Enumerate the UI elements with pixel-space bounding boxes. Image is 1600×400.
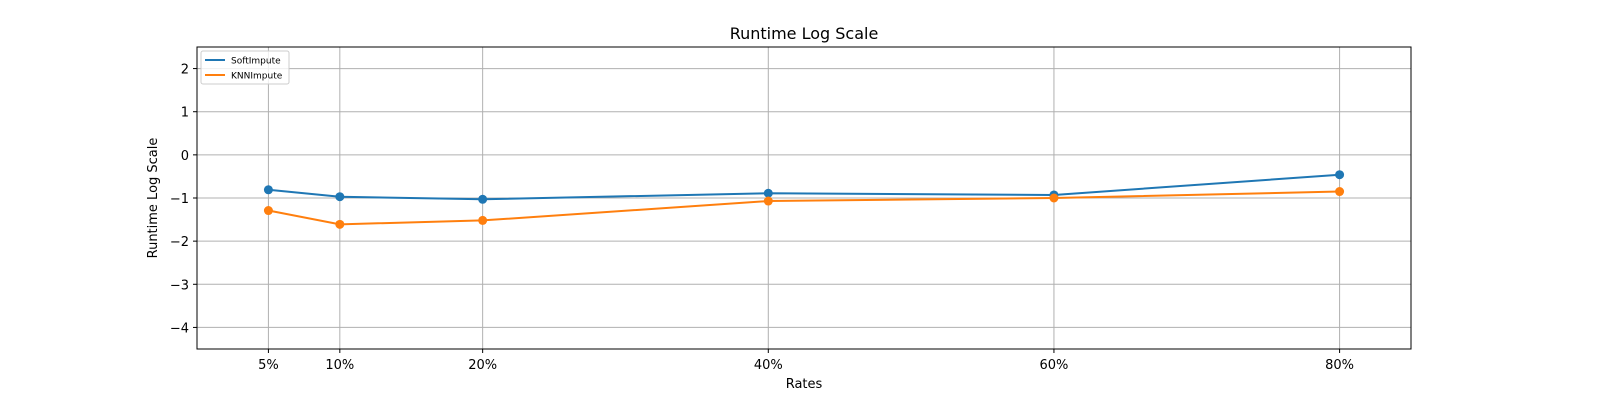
x-tick-label: 80%: [1325, 358, 1354, 373]
data-point-knnimpute: [1049, 193, 1059, 203]
y-tick-label: −3: [170, 278, 189, 293]
data-point-knnimpute: [335, 219, 345, 229]
data-point-softimpute: [263, 185, 273, 195]
data-point-softimpute: [763, 188, 773, 198]
data-point-knnimpute: [478, 215, 488, 225]
y-tick-label: 0: [181, 149, 189, 164]
legend: SoftImpute KNNImpute: [200, 50, 290, 85]
data-point-softimpute: [335, 192, 345, 202]
data-point-knnimpute: [763, 196, 773, 206]
y-tick-label: −4: [170, 321, 189, 336]
legend-label: KNNImpute: [231, 72, 283, 82]
series-line-softimpute: [268, 173, 1340, 201]
data-point-knnimpute: [263, 206, 273, 216]
grid: [197, 47, 1411, 349]
x-tick-label: 5%: [258, 358, 279, 373]
x-tick-label: 10%: [325, 358, 354, 373]
chart-title: Runtime Log Scale: [730, 24, 879, 43]
y-tick-label: 2: [181, 63, 189, 78]
data-point-softimpute: [1335, 170, 1345, 180]
x-tick-label: 40%: [754, 358, 783, 373]
axes-ticks: 5% 10% 20% 40% 60% 80% −4 −3 −2 −1 0 1 2: [170, 63, 1354, 373]
y-tick-label: −1: [170, 192, 189, 207]
data-point-knnimpute: [1335, 187, 1345, 197]
y-tick-label: 1: [181, 106, 189, 121]
x-axis-label: Rates: [786, 377, 823, 392]
legend-label: SoftImpute: [231, 57, 281, 67]
y-tick-label: −2: [170, 235, 189, 250]
x-tick-label: 60%: [1039, 358, 1068, 373]
series-layer: [263, 170, 1345, 229]
x-tick-label: 20%: [468, 358, 497, 373]
series-line-knnimpute: [268, 190, 1340, 226]
y-axis-label: Runtime Log Scale: [146, 138, 161, 259]
data-point-softimpute: [478, 194, 488, 204]
